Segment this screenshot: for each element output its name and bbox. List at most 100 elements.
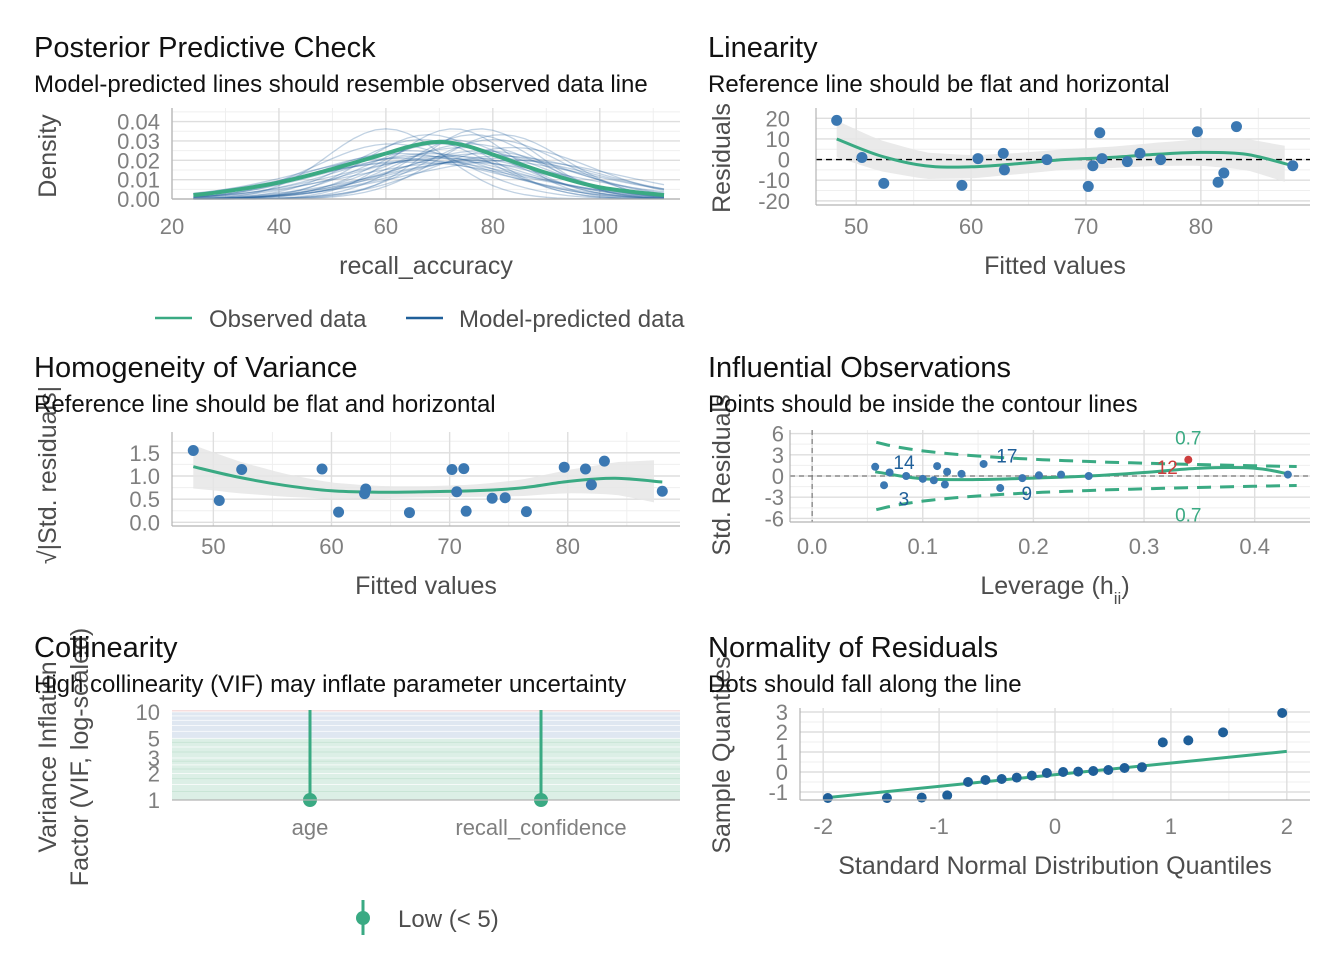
influential-point-label: 3 <box>899 490 910 511</box>
linearity-x-tick-label: 60 <box>959 214 983 239</box>
homogeneity-point <box>656 485 668 497</box>
homogeneity-point <box>486 492 498 504</box>
influential-y-tick-label: -3 <box>764 485 784 510</box>
homogeneity-point <box>558 461 570 473</box>
linearity-point <box>856 152 868 164</box>
normality-point <box>1011 772 1022 783</box>
ppc-legend-clip <box>694 290 704 340</box>
homogeneity-point <box>446 464 458 476</box>
influential-x-tick-label: 0.2 <box>1018 534 1049 559</box>
ppc-model-line <box>193 161 665 197</box>
collinearity-legend-key-point <box>356 911 370 925</box>
linearity-y-tick-label: 10 <box>766 127 790 152</box>
homogeneity-point <box>213 495 225 507</box>
influential-x-tick-label: 0.1 <box>907 534 938 559</box>
normality-point <box>1041 768 1052 778</box>
normality-point <box>1183 735 1194 746</box>
influential-y-tick-label: 3 <box>772 443 784 468</box>
normality-point <box>1218 727 1229 738</box>
influential-point <box>957 469 966 478</box>
homogeneity-x-tick-label: 80 <box>556 534 580 559</box>
linearity-smooth-line <box>836 137 1294 169</box>
linearity-point <box>1096 153 1108 165</box>
linearity-x-tick-label: 70 <box>1074 214 1098 239</box>
influential-contour-upper <box>875 440 1297 468</box>
influential-title: Influential Observations <box>708 352 1011 384</box>
influential-point-label: 9 <box>1021 484 1032 505</box>
collinearity-x-tick-label: age <box>292 815 329 840</box>
ppc-y-tick-label: 0.01 <box>117 168 160 193</box>
normality-y-tick-label: 2 <box>776 720 788 745</box>
normality-y-tick-label: 1 <box>776 740 788 765</box>
ppc-x-tick-label: 60 <box>374 214 398 239</box>
homogeneity-point <box>316 463 328 475</box>
homogeneity-point <box>451 486 463 498</box>
ppc-model-line <box>193 155 665 198</box>
ppc-x-tick-label: 20 <box>160 214 184 239</box>
normality-reference-line <box>823 749 1287 800</box>
normality-x-tick-label: 0 <box>1049 814 1061 839</box>
influential-point <box>1057 470 1066 479</box>
linearity-point <box>1041 154 1053 166</box>
homogeneity-x-tick-label: 50 <box>201 534 225 559</box>
linearity-subtitle: Reference line should be flat and horizo… <box>708 71 1170 98</box>
ppc-title: Posterior Predictive Check <box>34 32 376 64</box>
collinearity-title: Collinearity <box>34 632 178 664</box>
influential-point <box>940 480 949 489</box>
homogeneity-y-tick-label: 1.5 <box>129 441 160 466</box>
influential-point <box>943 467 952 476</box>
homogeneity-point <box>579 463 591 475</box>
linearity-x-tick-label: 50 <box>844 214 868 239</box>
linearity-point <box>831 114 843 126</box>
normality-point <box>1277 708 1288 718</box>
influential-y-tick-label: -6 <box>764 506 784 531</box>
normality-point <box>1088 766 1099 776</box>
ppc-model-line <box>193 157 665 200</box>
linearity-point <box>997 147 1009 159</box>
normality-x-tick-label: -2 <box>813 814 833 839</box>
linearity-y-tick-label: 20 <box>766 106 790 131</box>
normality-x-tick-label: 2 <box>1281 814 1293 839</box>
influential-contour-lower <box>875 484 1297 512</box>
normality-x-axis-label: Standard Normal Distribution Quantiles <box>838 852 1272 880</box>
normality-x-tick-label: -1 <box>929 814 949 839</box>
linearity-point <box>1155 154 1167 166</box>
normality-title: Normality of Residuals <box>708 632 998 664</box>
homogeneity-point <box>460 505 472 517</box>
linearity-point <box>1218 167 1230 179</box>
normality-x-tick-label: 1 <box>1165 814 1177 839</box>
influential-x-tick-label: 0.3 <box>1129 534 1160 559</box>
collinearity-y-tick-label: 2 <box>148 761 160 786</box>
linearity-point <box>1082 180 1094 192</box>
linearity-y-tick-label: 0 <box>778 148 790 173</box>
normality-point <box>1119 763 1130 773</box>
influential-point-label: 12 <box>1157 458 1178 479</box>
linearity-y-tick-label: -10 <box>758 168 790 193</box>
homogeneity-point <box>333 506 345 518</box>
homogeneity-title: Homogeneity of Variance <box>34 352 357 384</box>
ppc-legend-label-model: Model-predicted data <box>459 306 685 333</box>
ppc-x-axis-label: recall_accuracy <box>339 252 513 280</box>
normality-point <box>1026 770 1037 781</box>
influential-point <box>1034 471 1043 480</box>
linearity-point <box>1121 156 1133 168</box>
normality-point <box>1157 737 1168 748</box>
influential-contour-label-lower: 0.7 <box>1175 506 1201 527</box>
homogeneity-point <box>458 463 470 475</box>
ppc-legend-label-observed: Observed data <box>209 306 367 333</box>
influential-point <box>1283 470 1292 479</box>
linearity-point <box>998 164 1010 176</box>
linearity-point <box>972 153 984 165</box>
normality-point <box>980 775 991 785</box>
linearity-point <box>956 179 968 191</box>
influential-point <box>929 476 938 485</box>
ppc-model-line <box>193 157 665 199</box>
influential-point <box>885 468 894 477</box>
influential-x-axis-label: Leverage (hii) <box>980 572 1129 608</box>
influential-contour-label-upper: 0.7 <box>1175 428 1201 449</box>
ppc-model-line <box>193 161 665 198</box>
normality-point <box>1136 762 1147 773</box>
linearity-point <box>1230 121 1242 133</box>
homogeneity-y-tick-label: 1.0 <box>129 464 160 489</box>
